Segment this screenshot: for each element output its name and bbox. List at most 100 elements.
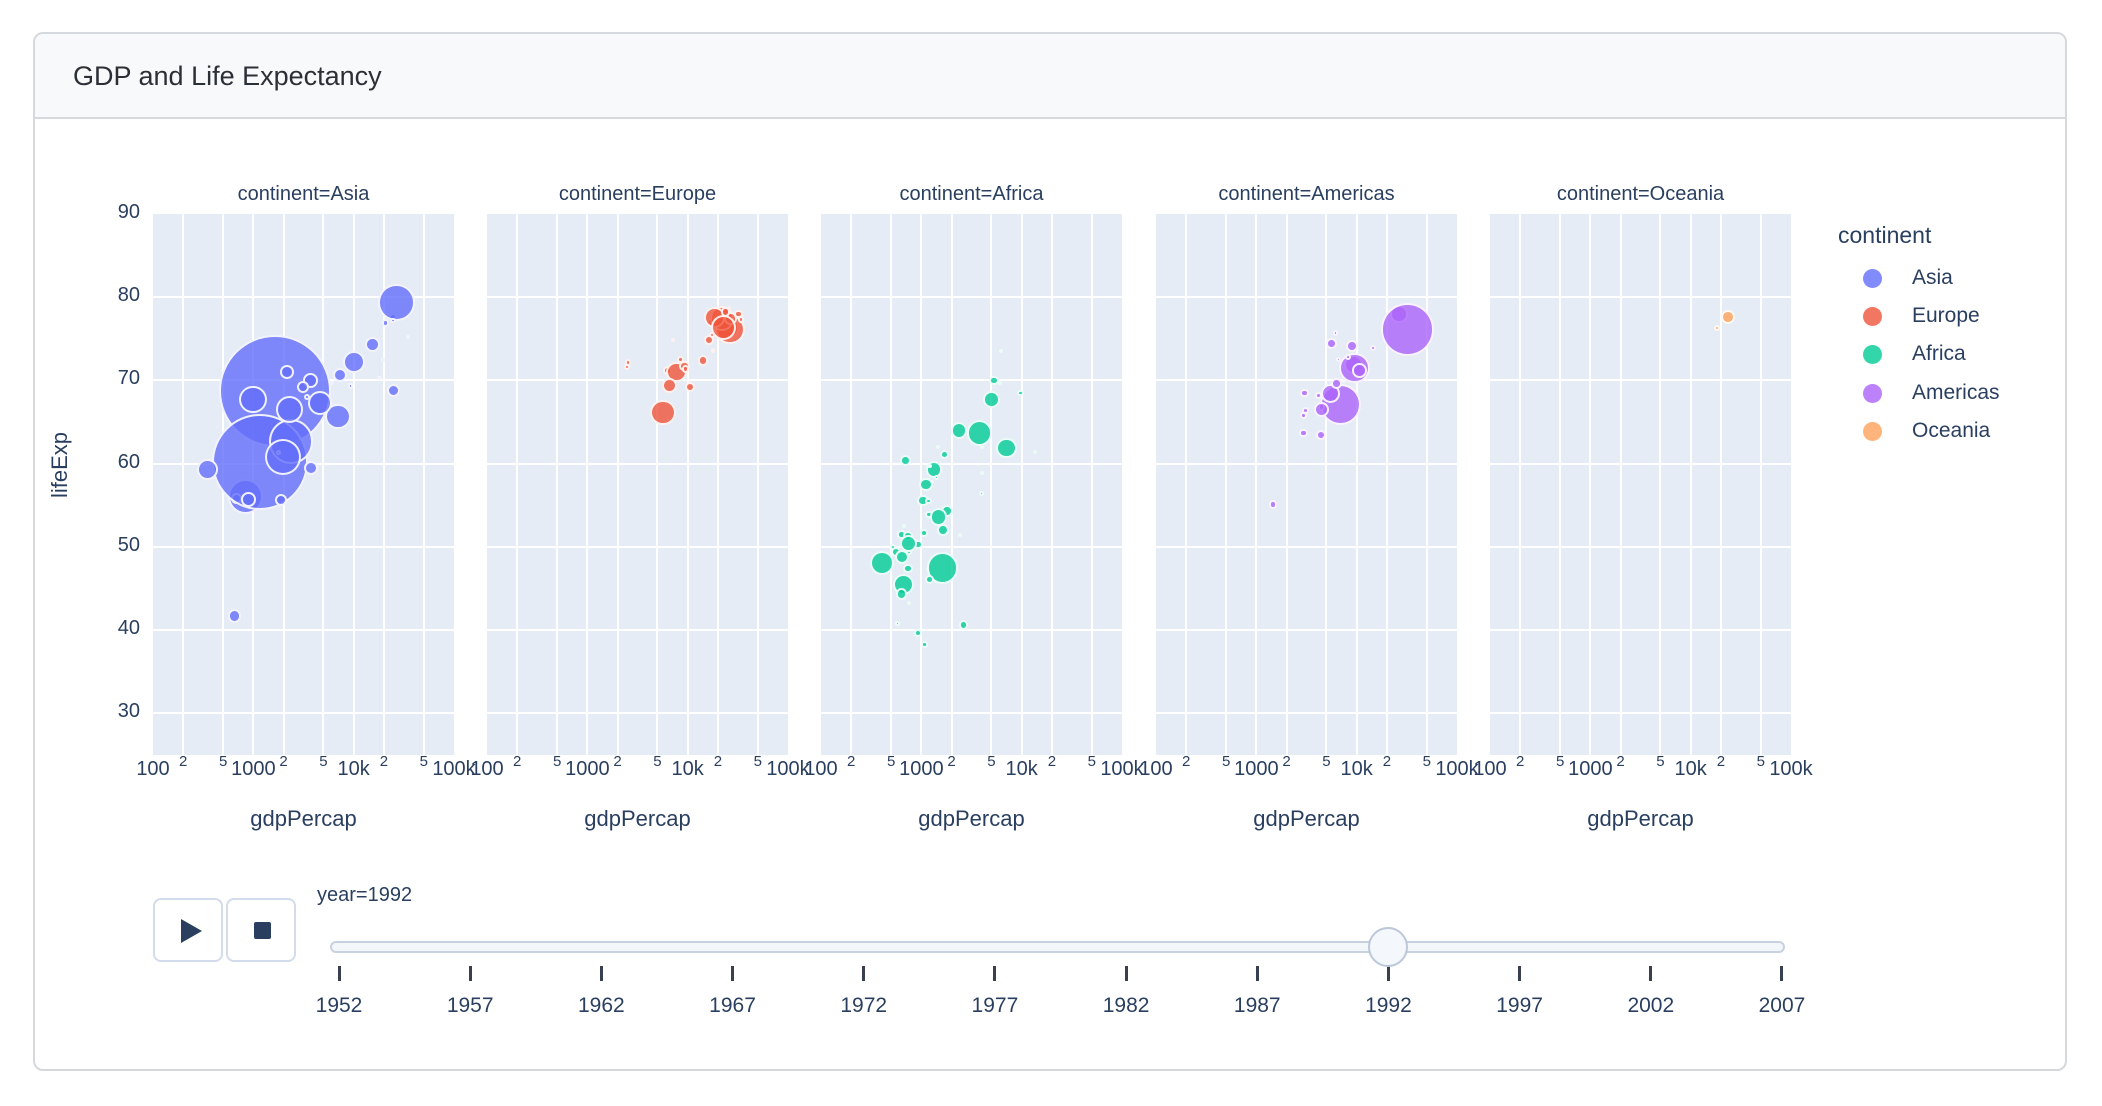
data-point[interactable]: [1316, 430, 1327, 441]
data-point[interactable]: [1344, 354, 1351, 361]
data-point[interactable]: [927, 463, 932, 469]
data-point[interactable]: [937, 524, 949, 537]
year-slider-track[interactable]: [330, 941, 1785, 953]
data-point[interactable]: [697, 355, 709, 366]
data-point[interactable]: [196, 459, 218, 480]
slider-year-label[interactable]: 2007: [1758, 994, 1806, 1017]
legend-item-africa[interactable]: Africa: [1858, 340, 2018, 370]
data-point[interactable]: [307, 390, 333, 416]
slider-year-label[interactable]: 1982: [1102, 994, 1150, 1017]
slider-year-label[interactable]: 1957: [446, 994, 494, 1017]
data-point[interactable]: [329, 380, 334, 386]
data-point[interactable]: [1720, 310, 1735, 325]
data-point[interactable]: [1341, 379, 1346, 384]
data-point[interactable]: [899, 535, 917, 553]
data-point[interactable]: [895, 621, 900, 626]
data-point[interactable]: [940, 449, 950, 460]
data-point[interactable]: [1381, 303, 1434, 356]
data-point[interactable]: [1325, 338, 1337, 350]
data-point[interactable]: [733, 309, 743, 319]
stop-button[interactable]: [226, 898, 296, 962]
data-point[interactable]: [332, 367, 347, 382]
data-point[interactable]: [906, 600, 911, 605]
data-point[interactable]: [1714, 325, 1721, 332]
data-point[interactable]: [930, 508, 948, 526]
data-point[interactable]: [919, 477, 933, 492]
data-point[interactable]: [710, 348, 716, 353]
data-point[interactable]: [966, 420, 993, 446]
legend-item-americas[interactable]: Americas: [1858, 379, 2018, 409]
slider-year-label[interactable]: 1977: [971, 994, 1019, 1017]
slider-year-label[interactable]: 1992: [1365, 994, 1412, 1017]
data-point[interactable]: [1313, 401, 1330, 418]
legend-item-asia[interactable]: Asia: [1858, 264, 2018, 294]
facet-plot[interactable]: [153, 214, 454, 755]
data-point[interactable]: [303, 460, 318, 475]
data-point[interactable]: [661, 377, 678, 394]
data-point[interactable]: [895, 549, 910, 564]
data-point[interactable]: [979, 444, 984, 450]
data-point[interactable]: [950, 422, 968, 439]
data-point[interactable]: [983, 391, 1001, 408]
data-point[interactable]: [979, 491, 985, 497]
data-point[interactable]: [377, 375, 382, 381]
data-point[interactable]: [342, 351, 365, 373]
data-point[interactable]: [279, 365, 294, 379]
data-point[interactable]: [1370, 344, 1377, 352]
data-point[interactable]: [703, 334, 714, 345]
data-point[interactable]: [382, 319, 390, 327]
legend-item-oceania[interactable]: Oceania: [1858, 417, 2018, 447]
data-point[interactable]: [275, 396, 303, 424]
data-point[interactable]: [919, 528, 928, 537]
play-button[interactable]: [153, 898, 223, 962]
data-point[interactable]: [386, 383, 401, 398]
data-point[interactable]: [380, 357, 385, 362]
data-point[interactable]: [903, 563, 913, 574]
data-point[interactable]: [979, 471, 984, 476]
data-point[interactable]: [1331, 378, 1343, 390]
data-point[interactable]: [895, 588, 908, 601]
data-point[interactable]: [1016, 389, 1024, 397]
data-point[interactable]: [239, 385, 267, 414]
data-point[interactable]: [1332, 330, 1339, 336]
slider-year-label[interactable]: 1967: [709, 994, 756, 1017]
data-point[interactable]: [1268, 500, 1277, 509]
data-point[interactable]: [913, 628, 923, 637]
data-point[interactable]: [274, 494, 287, 507]
slider-year-label[interactable]: 2002: [1627, 994, 1675, 1017]
facet-plot[interactable]: [487, 214, 788, 755]
slider-year-label[interactable]: 1972: [840, 994, 888, 1017]
data-point[interactable]: [1315, 391, 1323, 399]
slider-year-label[interactable]: 1962: [578, 994, 625, 1017]
data-point[interactable]: [241, 492, 257, 507]
data-point[interactable]: [296, 381, 309, 394]
data-point[interactable]: [364, 337, 380, 353]
data-point[interactable]: [958, 532, 963, 537]
data-point[interactable]: [920, 640, 928, 648]
data-point[interactable]: [870, 550, 895, 575]
facet-plot[interactable]: [821, 214, 1122, 755]
data-point[interactable]: [624, 358, 632, 366]
data-point[interactable]: [681, 365, 690, 373]
data-point[interactable]: [684, 381, 696, 393]
data-point[interactable]: [378, 283, 415, 321]
data-point[interactable]: [347, 383, 354, 390]
slider-year-label[interactable]: 1952: [315, 994, 363, 1017]
data-point[interactable]: [989, 375, 999, 386]
data-point[interactable]: [406, 335, 411, 340]
data-point[interactable]: [958, 620, 969, 630]
data-point[interactable]: [1299, 428, 1308, 438]
data-point[interactable]: [670, 338, 675, 343]
legend-item-europe[interactable]: Europe: [1858, 302, 2018, 332]
data-point[interactable]: [998, 349, 1003, 354]
data-point[interactable]: [1033, 450, 1038, 455]
data-point[interactable]: [650, 400, 676, 426]
facet-plot[interactable]: [1490, 214, 1791, 755]
data-point[interactable]: [996, 437, 1017, 459]
data-point[interactable]: [390, 317, 397, 324]
data-point[interactable]: [936, 444, 941, 449]
data-point[interactable]: [1352, 363, 1368, 378]
data-point[interactable]: [264, 439, 301, 475]
data-point[interactable]: [227, 609, 242, 623]
year-slider-handle[interactable]: [1368, 927, 1409, 967]
